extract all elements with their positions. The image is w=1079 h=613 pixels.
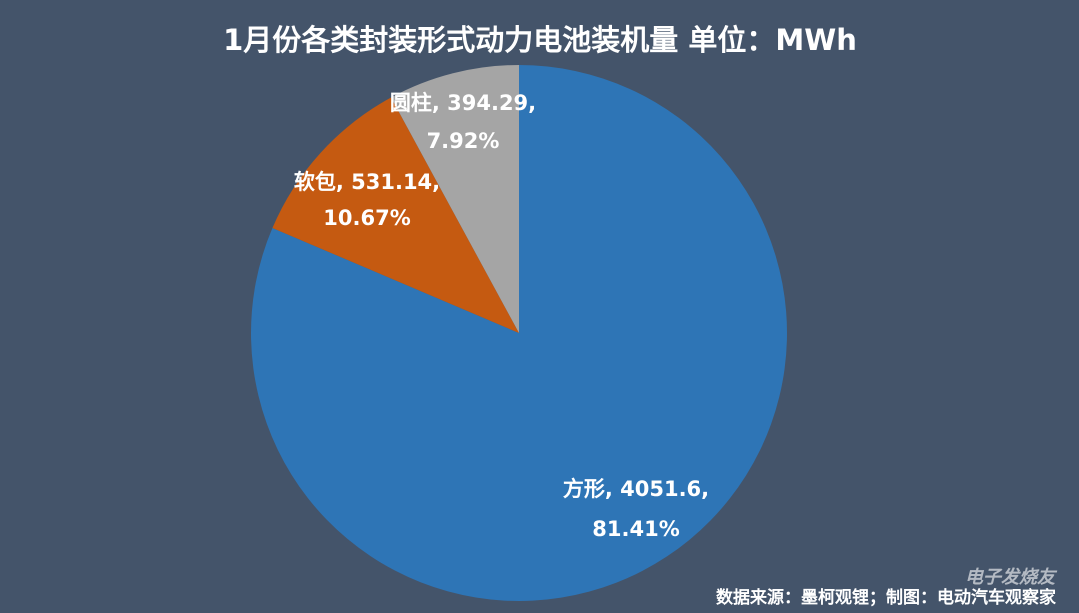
data-label: 10.67% xyxy=(323,206,410,230)
chart-title: 1月份各类封装形式动力电池装机量 单位：MWh xyxy=(223,23,857,57)
source-note: 数据来源：墨柯观锂；制图：电动汽车观察家 xyxy=(716,587,1056,608)
pie-slice xyxy=(272,97,519,333)
pie-slice xyxy=(391,65,519,333)
data-label: 方形, 4051.6, xyxy=(563,477,709,501)
data-label: 软包, 531.14, xyxy=(294,170,440,194)
data-label: 圆柱, 394.29, xyxy=(390,91,536,115)
data-label: 7.92% xyxy=(427,129,500,153)
watermark: 电子发烧友 xyxy=(965,567,1058,588)
data-label: 81.41% xyxy=(592,517,679,541)
